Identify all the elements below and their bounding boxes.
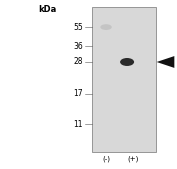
Text: 11: 11 (74, 120, 83, 129)
Text: 28: 28 (74, 57, 83, 66)
Polygon shape (157, 56, 174, 68)
Ellipse shape (100, 24, 112, 30)
Text: (-): (-) (102, 156, 110, 162)
Text: kDa: kDa (38, 5, 57, 14)
Text: 17: 17 (74, 89, 83, 99)
Text: 55: 55 (73, 23, 83, 32)
Text: (+): (+) (128, 156, 139, 162)
Bar (92, 7, 156, 152)
Ellipse shape (120, 58, 134, 66)
Text: 36: 36 (73, 42, 83, 51)
